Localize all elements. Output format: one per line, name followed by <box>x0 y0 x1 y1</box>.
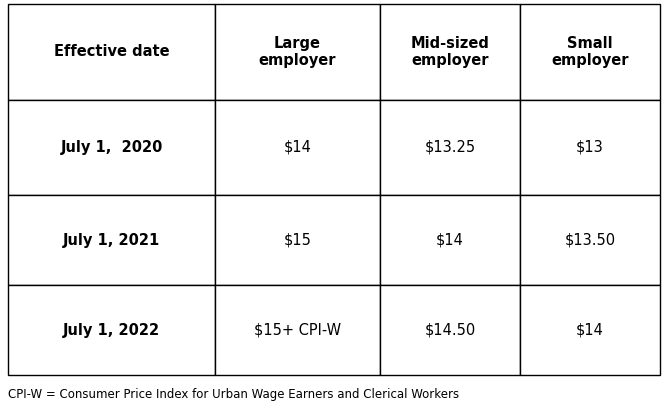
Bar <box>380 285 520 375</box>
Text: CPI-W = Consumer Price Index for Urban Wage Earners and Clerical Workers: CPI-W = Consumer Price Index for Urban W… <box>8 388 459 401</box>
Text: $15+ CPI-W: $15+ CPI-W <box>254 323 341 337</box>
Text: Large
employer: Large employer <box>259 36 336 68</box>
Bar <box>380 100 520 195</box>
Text: $13.25: $13.25 <box>424 140 476 155</box>
Bar <box>520 195 660 285</box>
Bar <box>8 195 215 285</box>
Text: July 1, 2022: July 1, 2022 <box>63 323 160 337</box>
Text: Mid-sized
employer: Mid-sized employer <box>411 36 490 68</box>
Text: July 1,  2020: July 1, 2020 <box>60 140 163 155</box>
Bar <box>215 195 380 285</box>
Bar <box>8 285 215 375</box>
Text: Effective date: Effective date <box>54 45 170 59</box>
Bar <box>8 4 215 100</box>
Bar <box>380 4 520 100</box>
Text: $14: $14 <box>576 323 604 337</box>
Bar <box>215 100 380 195</box>
Text: $15: $15 <box>283 233 312 247</box>
Bar <box>8 100 215 195</box>
Bar <box>215 285 380 375</box>
Text: $13: $13 <box>576 140 604 155</box>
Text: $14: $14 <box>283 140 312 155</box>
Text: Small
employer: Small employer <box>551 36 628 68</box>
Text: $14.50: $14.50 <box>424 323 476 337</box>
Bar <box>520 285 660 375</box>
Text: $14: $14 <box>436 233 464 247</box>
Bar <box>380 195 520 285</box>
Bar <box>520 100 660 195</box>
Text: $13.50: $13.50 <box>564 233 616 247</box>
Text: July 1, 2021: July 1, 2021 <box>63 233 160 247</box>
Bar <box>520 4 660 100</box>
Bar <box>215 4 380 100</box>
